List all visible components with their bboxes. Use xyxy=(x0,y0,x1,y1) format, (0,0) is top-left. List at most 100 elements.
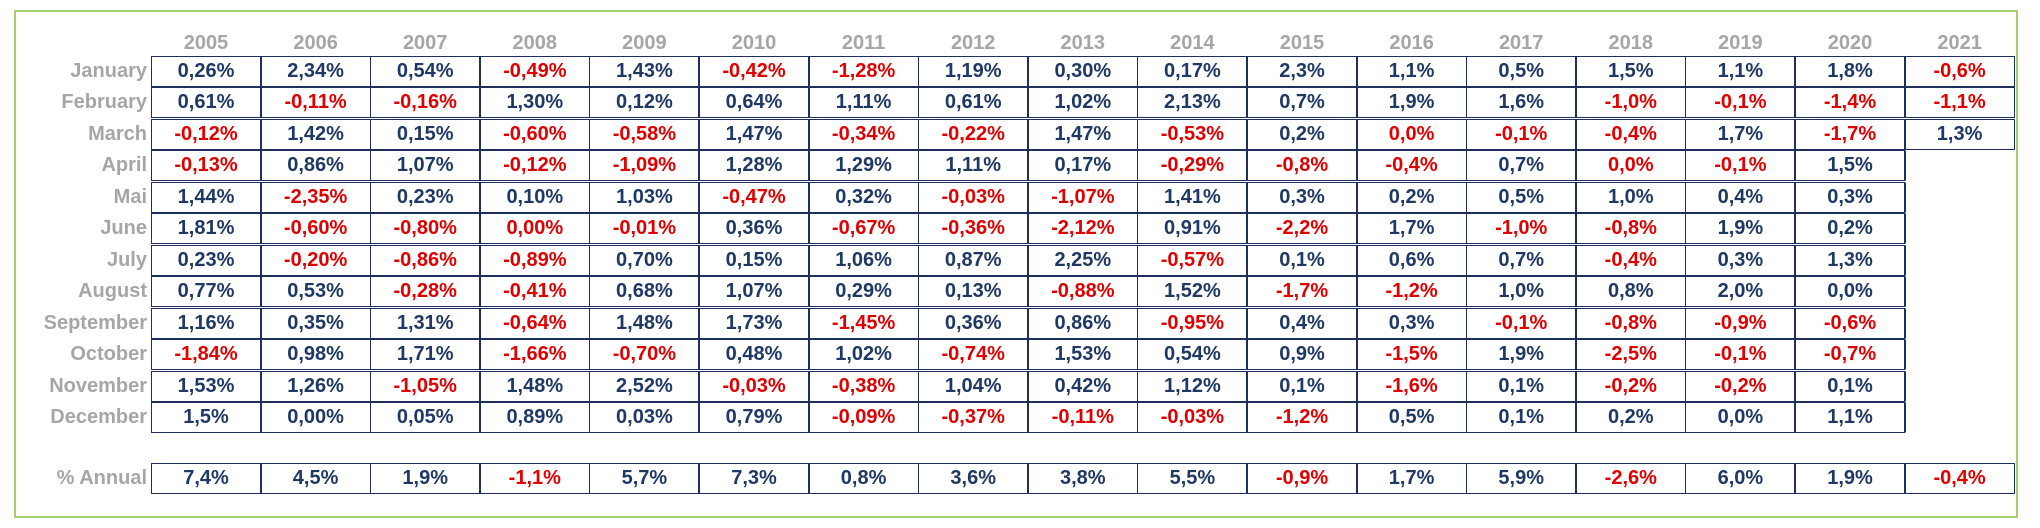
year-header: 2005 xyxy=(183,32,229,54)
table-cell: 1,43% xyxy=(589,56,700,87)
table-cell: 0,0% xyxy=(1795,276,1905,308)
table-cell: 1,30% xyxy=(479,87,590,119)
table-cell: -0,03% xyxy=(918,181,1029,213)
table-cell: -0,6% xyxy=(1795,307,1905,339)
annual-cell: 1,9% xyxy=(1795,463,1905,494)
table-cell: 0,12% xyxy=(589,87,700,119)
annual-cell: 0,8% xyxy=(808,463,919,494)
table-cell: -0,2% xyxy=(1685,370,1796,402)
table-cell: -0,7% xyxy=(1795,339,1905,371)
table-cell: -1,07% xyxy=(1027,181,1138,213)
month-label: October xyxy=(70,343,147,366)
table-cell: 0,5% xyxy=(1466,181,1577,213)
annual-cell: -1,1% xyxy=(479,463,590,494)
table-cell: 1,53% xyxy=(151,370,261,402)
table-cell: -1,7% xyxy=(1247,276,1357,308)
table-cell: 1,6% xyxy=(1466,87,1577,119)
month-label: June xyxy=(100,217,147,240)
table-frame xyxy=(14,10,2018,518)
table-cell: 1,06% xyxy=(808,244,919,276)
table-cell: 0,36% xyxy=(699,213,809,245)
table-cell: 2,13% xyxy=(1137,87,1248,119)
year-header: 2017 xyxy=(1498,32,1544,54)
table-cell: -0,64% xyxy=(479,307,590,339)
year-header: 2006 xyxy=(293,32,338,54)
table-cell: -0,80% xyxy=(370,213,481,245)
table-cell: 1,73% xyxy=(699,307,809,339)
table-cell: -0,95% xyxy=(1137,307,1248,339)
table-cell: -2,35% xyxy=(260,181,371,213)
table-cell: 0,17% xyxy=(1027,150,1138,182)
table-cell: -0,6% xyxy=(1904,56,2015,87)
table-cell: 0,6% xyxy=(1356,244,1467,276)
table-cell: 0,87% xyxy=(918,244,1029,276)
table-cell: -0,13% xyxy=(151,150,261,182)
year-header: 2009 xyxy=(622,32,667,54)
table-cell: 1,53% xyxy=(1027,339,1138,371)
table-cell: -0,12% xyxy=(151,118,261,150)
table-cell: -1,4% xyxy=(1795,87,1905,119)
table-cell: 0,00% xyxy=(260,401,371,433)
table-cell xyxy=(1904,181,2015,213)
table-cell: -1,2% xyxy=(1247,401,1357,433)
table-cell: 1,1% xyxy=(1685,56,1796,87)
table-cell: -0,12% xyxy=(479,150,590,182)
annual-cell: 7,3% xyxy=(699,463,809,494)
table-cell: 0,0% xyxy=(1575,150,1686,182)
table-cell: 2,34% xyxy=(260,56,371,87)
table-cell: 2,0% xyxy=(1685,276,1796,308)
table-cell: -0,42% xyxy=(699,56,809,87)
table-cell: 1,0% xyxy=(1466,276,1577,308)
table-cell: 1,02% xyxy=(808,339,919,371)
table-cell: 1,29% xyxy=(808,150,919,182)
table-cell: -0,28% xyxy=(370,276,481,308)
table-cell: 1,48% xyxy=(589,307,700,339)
table-cell: 1,1% xyxy=(1795,401,1905,433)
table-cell: 1,47% xyxy=(699,118,809,150)
table-cell: 0,3% xyxy=(1247,181,1357,213)
annual-cell: 5,5% xyxy=(1137,463,1248,494)
table-cell: -0,20% xyxy=(260,244,371,276)
month-label: December xyxy=(50,405,147,428)
table-cell: 1,81% xyxy=(151,213,261,245)
table-cell: -1,66% xyxy=(479,339,590,371)
table-cell: 0,54% xyxy=(1137,339,1248,371)
table-cell: 1,16% xyxy=(151,307,261,339)
table-cell: -0,9% xyxy=(1685,307,1796,339)
table-cell: -1,28% xyxy=(808,56,919,87)
table-cell: -1,5% xyxy=(1356,339,1467,371)
table-cell: 0,64% xyxy=(699,87,809,119)
annual-cell: -2,6% xyxy=(1575,463,1686,494)
table-cell: 0,7% xyxy=(1466,150,1577,182)
table-cell: 0,2% xyxy=(1356,181,1467,213)
table-cell: 1,12% xyxy=(1137,370,1248,402)
table-cell: -0,03% xyxy=(1137,401,1248,433)
annual-cell: -0,9% xyxy=(1247,463,1357,494)
table-cell: 2,25% xyxy=(1027,244,1138,276)
table-cell: 0,30% xyxy=(1027,56,1138,87)
table-cell: 0,0% xyxy=(1685,401,1796,433)
table-cell: -0,41% xyxy=(479,276,590,308)
table-cell: 0,79% xyxy=(699,401,809,433)
table-cell: 0,68% xyxy=(589,276,700,308)
table-cell: -1,05% xyxy=(370,370,481,402)
annual-cell: 3,8% xyxy=(1027,463,1138,494)
table-cell: -0,8% xyxy=(1575,213,1686,245)
table-cell: -0,57% xyxy=(1137,244,1248,276)
table-cell: -0,01% xyxy=(589,213,700,245)
table-cell: 0,23% xyxy=(370,181,481,213)
table-cell: 0,2% xyxy=(1575,401,1686,433)
table-cell: 1,5% xyxy=(151,401,261,433)
year-header: 2007 xyxy=(402,32,448,54)
year-header: 2013 xyxy=(1060,32,1106,54)
table-cell: -1,7% xyxy=(1795,118,1905,150)
month-label: February xyxy=(61,91,147,114)
table-cell: -1,0% xyxy=(1466,213,1577,245)
table-cell: -0,70% xyxy=(589,339,700,371)
table-cell: 0,36% xyxy=(918,307,1029,339)
annual-label: % Annual xyxy=(56,467,147,489)
year-header: 2014 xyxy=(1170,32,1215,54)
table-cell: 1,5% xyxy=(1575,56,1686,87)
table-cell: 1,44% xyxy=(151,181,261,213)
table-cell: 0,3% xyxy=(1685,244,1796,276)
